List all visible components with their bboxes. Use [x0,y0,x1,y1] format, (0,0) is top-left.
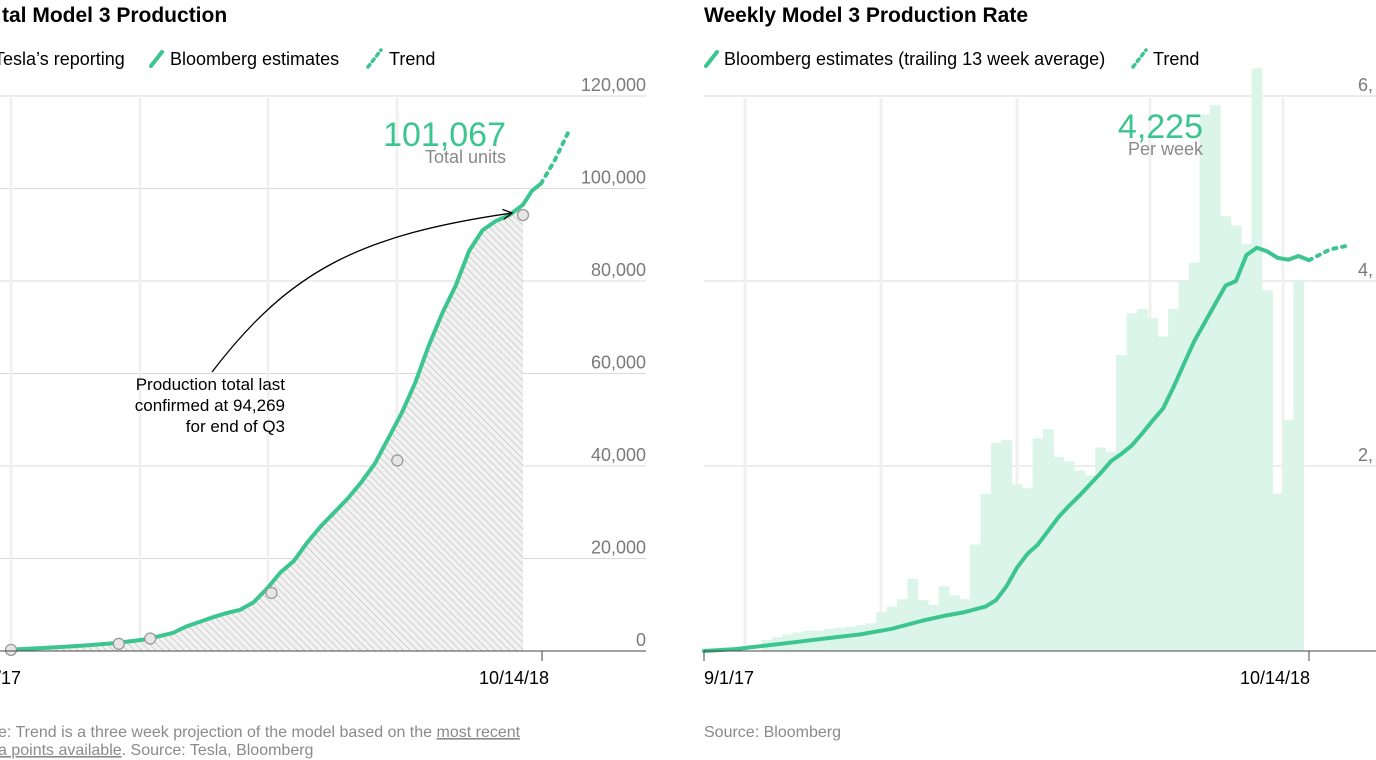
left-legend: Tesla’s reporting Bloomberg estimates Tr… [0,48,435,69]
weekly-bar [990,442,1002,651]
weekly-bar [1136,308,1148,652]
weekly-bar [1282,419,1294,652]
reported-point [112,637,125,650]
right-legend: Bloomberg estimates (trailing 13 week av… [704,48,1199,69]
weekly-bar [980,493,992,652]
weekly-bar [949,595,960,651]
left-callout-label: Total units [425,147,506,167]
weekly-bar [1001,440,1013,651]
weekly-bar [1043,429,1054,651]
weekly-bar [1272,493,1284,652]
left-y-tick-label: 80,000 [591,260,646,280]
legend-trend-2: Trend [1153,49,1199,69]
legend-trailing-average: Bloomberg estimates (trailing 13 week av… [724,49,1105,69]
weekly-bar [1063,461,1075,651]
left-y-tick-label: 0 [636,630,646,650]
right-trend-line [1307,242,1353,263]
annotation-arrow [211,208,514,373]
weekly-bar [844,627,856,651]
annotation-line-2: confirmed at 94,269 [135,396,285,415]
left-callout-value: 101,067 [383,116,506,154]
legend-trend: Trend [389,49,435,69]
weekly-bar [1251,68,1263,652]
right-weekly-bars [761,68,1305,652]
weekly-bar [1178,281,1190,651]
right-chart-title: Weekly Model 3 Production Rate [704,4,1028,27]
left-chart: tal Model 3 Production Tesla’s reporting… [0,4,646,759]
right-footnote: Source: Bloomberg [704,724,841,741]
weekly-bar [1074,470,1086,651]
right-average-line [702,245,1311,653]
weekly-bar [928,604,940,652]
left-estimates-line [9,181,543,652]
weekly-bar [1199,114,1211,651]
weekly-bar [1262,290,1273,652]
weekly-bar [917,600,929,651]
left-y-tick-label: 120,000 [581,75,646,95]
weekly-bar [1220,216,1232,652]
left-x-tick-start: /17 [0,668,21,688]
legend-dotted-swatch-icon-2 [1131,48,1148,69]
weekly-bar [1293,281,1305,651]
annotation-line-1: Production total last [136,375,286,394]
reported-point [516,208,530,222]
right-y-tick-label: 6, [1358,75,1373,95]
right-y-tick-label: 4, [1358,260,1373,280]
weekly-bar [1116,355,1127,651]
left-y-tick-label: 20,000 [591,538,646,558]
weekly-bar [1105,452,1117,651]
weekly-bar [1230,225,1242,651]
annotation-line-3: for end of Q3 [186,417,285,436]
weekly-bar [1022,488,1033,651]
weekly-bar [970,544,981,651]
legend-solid-swatch-icon-2 [704,50,719,68]
weekly-bar [1095,447,1106,651]
weekly-bar [1126,313,1138,651]
weekly-bar [865,623,877,652]
left-footnote-line-1: e: Trend is a three week projection of t… [0,724,521,741]
left-footnote-line-2: a points available. Source: Tesla, Bloom… [0,742,313,759]
right-y-tick-label: 2, [1358,445,1373,465]
legend-bloomberg-estimates: Bloomberg estimates [170,49,339,69]
right-x-tick-start: 9/1/17 [704,668,754,688]
weekly-bar [907,578,919,651]
weekly-bar [1241,244,1252,651]
weekly-bar [1209,105,1221,652]
right-callout-value: 4,225 [1118,108,1203,146]
left-area-fill [11,204,523,651]
weekly-bar [1084,475,1096,652]
reported-point [144,632,157,645]
left-reported-points [4,208,530,656]
legend-teslas-reporting: Tesla’s reporting [0,49,125,69]
left-chart-title: tal Model 3 Production [2,4,227,27]
weekly-bar [938,586,950,652]
left-x-tick-end: 10/14/18 [479,668,549,688]
right-x-tick-end: 10/14/18 [1240,668,1310,688]
left-y-tick-label: 40,000 [591,445,646,465]
reported-point [4,643,18,656]
legend-solid-swatch-icon [149,50,164,68]
weekly-bar [1147,318,1159,651]
legend-dotted-swatch-icon [366,48,383,69]
right-y-axis-ticks: 6, 4, 2, [1358,75,1373,465]
left-y-tick-label: 60,000 [591,353,646,373]
right-chart: Weekly Model 3 Production Rate Bloomberg… [702,4,1376,741]
weekly-bar [1157,336,1169,651]
weekly-bar [855,625,867,651]
weekly-bar [1189,262,1200,651]
weekly-bar [959,599,971,651]
most-recent-link[interactable]: most recent [437,724,521,741]
left-y-axis-ticks: 120,000 100,000 80,000 60,000 40,000 20,000 0 [581,75,646,650]
left-trend-line [539,131,570,186]
weekly-bar [1168,308,1179,652]
weekly-bar [1053,456,1065,652]
reported-point [265,586,278,600]
data-points-link[interactable]: a points available [0,742,122,759]
weekly-bar [834,627,846,651]
reported-point [391,454,404,467]
left-y-tick-label: 100,000 [581,168,646,188]
right-callout-label: Per week [1128,139,1204,159]
